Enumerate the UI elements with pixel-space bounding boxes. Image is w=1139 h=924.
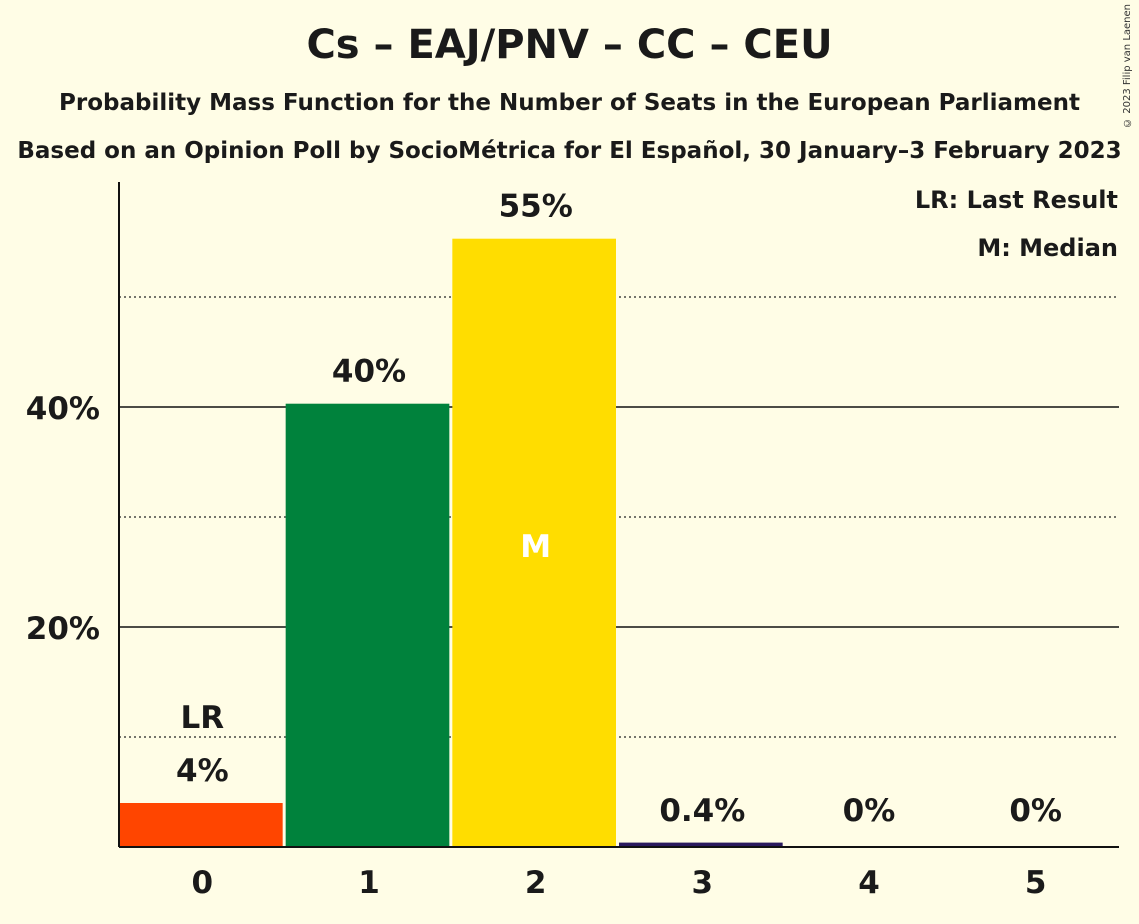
x-tick-label: 3: [692, 865, 714, 901]
last-result-marker: LR: [181, 700, 225, 736]
data-label: 4%: [176, 753, 229, 789]
x-tick-label: 2: [525, 865, 547, 901]
legend-last-result: LR: Last Result: [914, 186, 1118, 214]
data-label: 0%: [1009, 793, 1062, 829]
chart-subtitle: Probability Mass Function for the Number…: [59, 90, 1080, 116]
chart-title: Cs – EAJ/PNV – CC – CEU: [306, 22, 833, 68]
x-tick-label: 1: [358, 865, 380, 901]
bar-seats-1: [285, 403, 450, 847]
y-tick-label: 20%: [26, 611, 100, 647]
chart-source-subtitle: Based on an Opinion Poll by SocioMétrica…: [17, 138, 1122, 164]
data-label: 55%: [499, 189, 573, 225]
legend-median: M: Median: [977, 234, 1118, 262]
data-label: 40%: [332, 354, 406, 390]
median-marker: M: [520, 529, 551, 565]
x-tick-label: 5: [1025, 865, 1047, 901]
data-label: 0.4%: [659, 793, 745, 829]
bar-seats-2: [452, 238, 616, 847]
bar-seats-0: [119, 803, 283, 847]
data-label: 0%: [843, 793, 896, 829]
bar-seats-3: [619, 842, 783, 847]
x-tick-label: 4: [858, 865, 880, 901]
x-tick-label: 0: [192, 865, 214, 901]
y-tick-label: 40%: [26, 391, 100, 427]
